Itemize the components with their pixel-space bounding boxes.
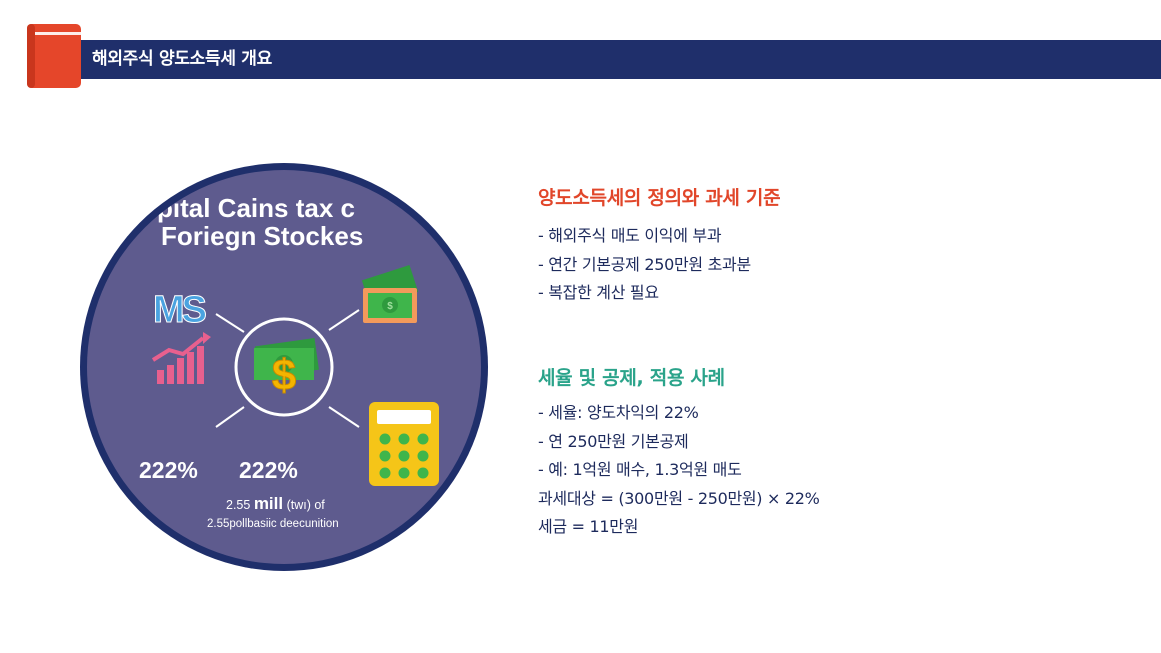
svg-text:$: $	[272, 351, 296, 400]
list-item: 세금 = 11만원	[538, 517, 639, 536]
illustration-caption-line1: 2.55 mill (twı) of	[226, 494, 325, 513]
illustration-title-line2: Foriegn Stockes	[161, 221, 363, 251]
svg-text:MS: MS	[153, 289, 206, 331]
list-item: - 복잡한 계산 필요	[538, 283, 659, 302]
growth-chart-icon	[151, 332, 211, 384]
section-heading-tax-rate: 세율 및 공제, 적용 사례	[538, 367, 725, 389]
illustration-caption-line2: 2.55pollbasiic deecunition	[207, 518, 339, 530]
percent-left: 222%	[139, 457, 198, 483]
definition-list: - 해외주식 매도 이익에 부과 - 연간 기본공제 250만원 초과분 - 복…	[538, 222, 751, 308]
cash-icon: $	[361, 264, 419, 323]
header-bar	[80, 40, 1161, 79]
dollar-money-icon: $	[234, 317, 334, 417]
list-item: - 연간 기본공제 250만원 초과분	[538, 254, 751, 274]
book-icon	[27, 24, 83, 88]
page-title: 해외주식 양도소득세 개요	[92, 49, 272, 69]
svg-text:$: $	[387, 301, 393, 312]
list-item: 과세대상 = (300만원 - 250만원) × 22%	[538, 488, 820, 508]
capital-gains-illustration: pital Cains tax c Foriegn Stockes MS	[80, 163, 488, 571]
tax-rate-list: - 세율: 양도차익의 22% - 연 250만원 기본공제 - 예: 1억원 …	[538, 399, 820, 542]
list-item: - 예: 1억원 매수, 1.3억원 매도	[538, 460, 742, 479]
calculator-icon	[369, 402, 439, 486]
ms-logo-icon: MS	[153, 289, 210, 332]
list-item: - 해외주식 매도 이익에 부과	[538, 226, 722, 245]
list-item: - 연 250만원 기본공제	[538, 431, 689, 451]
percent-right: 222%	[239, 457, 298, 483]
list-item: - 세율: 양도차익의 22%	[538, 403, 699, 422]
section-heading-definition: 양도소득세의 정의와 과세 기준	[538, 187, 781, 209]
illustration-title-line1: pital Cains tax c	[157, 193, 355, 223]
connector-lines	[215, 309, 360, 428]
